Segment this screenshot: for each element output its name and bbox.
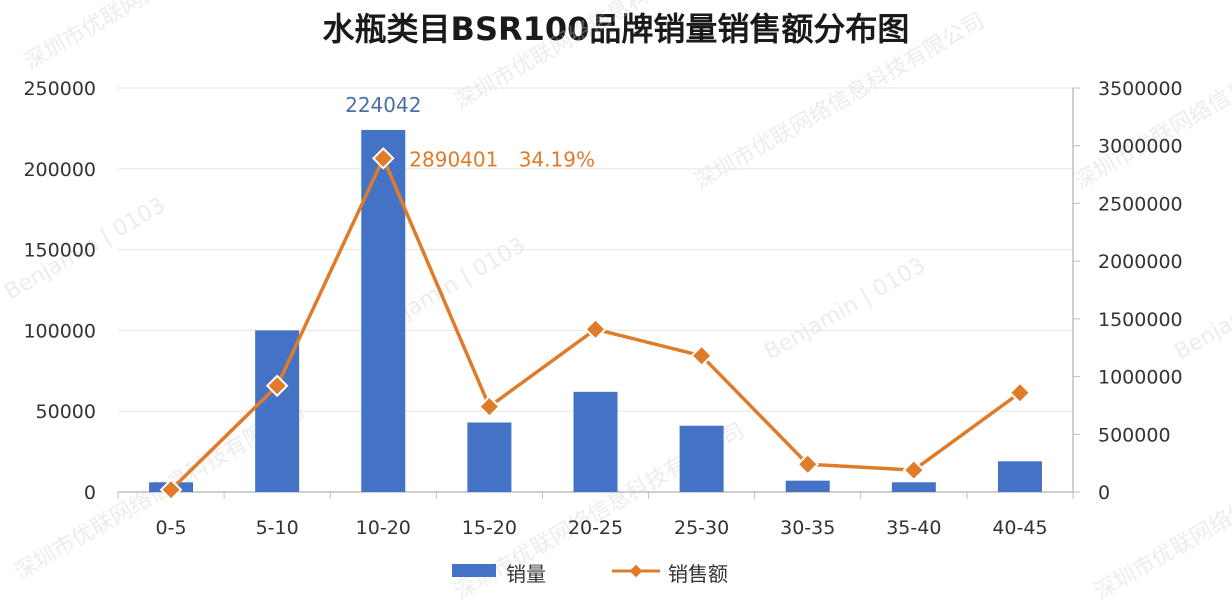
legend-bar-label: 销量 [506,562,546,586]
y-right-tick-label: 2000000 [1098,251,1183,273]
y-right-tick-label: 500000 [1098,424,1171,446]
line-peak-label: 2890401 34.19% [409,147,595,171]
bar-peak-label: 224042 [345,93,421,117]
x-tick-label: 15-20 [462,517,517,539]
legend-bar-swatch [452,564,496,577]
line-peak-value: 2890401 [409,147,498,171]
y-left-tick-label: 0 [84,482,96,504]
line-point [796,452,820,476]
line-point [478,395,501,418]
watermark-text: 深圳市优联网络信息科技有限公司 [451,0,749,115]
bar [679,425,724,492]
x-tick-label: 20-25 [568,517,623,539]
y-left-tick-label: 50000 [36,401,96,423]
y-right-tick-label: 3000000 [1098,136,1183,158]
x-tick-label: 35-40 [886,517,941,539]
legend-line-marker [629,564,643,578]
y-right-tick-label: 1500000 [1098,309,1183,331]
y-left-tick-label: 150000 [23,240,96,262]
data-labels: 224042 2890401 34.19% [345,93,595,171]
line-point [902,458,926,482]
y-left-tick-label: 100000 [23,320,96,342]
bar-series [149,129,1042,493]
chart-title: 水瓶类目BSR100品牌销量销售额分布图 [322,10,910,48]
line-point [265,374,289,398]
watermark-text: 深圳市优联网络信息科技有限公司 [1091,419,1232,606]
line-point [371,147,395,170]
y-right-tick-label: 3500000 [1098,78,1183,100]
legend-line-label: 销售额 [668,562,728,586]
x-tick-label: 40-45 [992,517,1047,539]
y-right-tick-label: 1000000 [1098,367,1183,389]
y-left-tick-label: 250000 [23,78,96,100]
bar [997,461,1042,492]
line-point [690,344,713,368]
x-tick-label: 5-10 [256,517,299,539]
bar [891,482,936,492]
watermark-text: Benjamin | 0103 [761,253,930,365]
x-tick-label: 25-30 [674,517,729,539]
line-point [1008,381,1032,405]
watermark-text: 深圳市优联网络信息科技有限公司 [691,9,989,196]
y-left-tick-label: 200000 [23,159,96,181]
x-tick-label: 30-35 [780,517,835,539]
bar [361,129,406,493]
line-point [584,317,607,341]
x-tick-label: 0-5 [156,517,187,539]
bar [573,391,618,492]
line-point [159,478,183,502]
line-series [159,147,1032,502]
watermark-text: 深圳市优联网络信息科技有限公司 [1071,9,1232,196]
y-right-tick-label: 0 [1098,482,1110,504]
line-peak-share: 34.19% [519,147,595,171]
watermark-text: 深圳市优联网络信息科技有限公司 [21,0,319,75]
bar [785,480,830,492]
axis-layer: 0500001000001500002000002500000500000100… [23,78,1182,539]
y-right-tick-label: 2500000 [1098,193,1183,215]
bar [467,422,512,492]
x-tick-label: 10-20 [356,517,411,539]
legend: 销量 销售额 [452,562,728,586]
